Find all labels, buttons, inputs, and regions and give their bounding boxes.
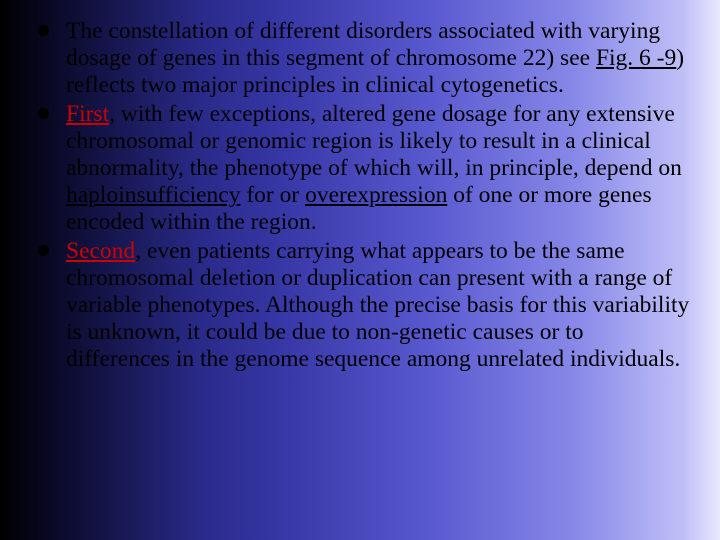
bullet3-lead: Second <box>66 238 135 264</box>
bullet1-prefix: The constellation of different disorders… <box>66 18 660 71</box>
bullet2-lead: First <box>66 101 109 127</box>
bullet-item-1: The constellation of different disorders… <box>38 18 692 99</box>
bullet3-rest: , even patients carrying what appears to… <box>66 238 689 372</box>
bullet-list: The constellation of different disorders… <box>38 18 692 373</box>
bullet2-overexpression: overexpression <box>305 182 447 208</box>
bullet2-rest1: , with few exceptions, altered gene dosa… <box>66 101 682 181</box>
slide: The constellation of different disorders… <box>0 0 720 540</box>
bullet2-haploinsufficiency: haploinsufficiency <box>66 182 240 208</box>
figure-link[interactable]: Fig. 6 -9 <box>596 45 676 71</box>
bullet-item-3: Second, even patients carrying what appe… <box>38 238 692 373</box>
bullet-item-2: First, with few exceptions, altered gene… <box>38 101 692 236</box>
bullet2-rest2: for or <box>240 182 305 208</box>
